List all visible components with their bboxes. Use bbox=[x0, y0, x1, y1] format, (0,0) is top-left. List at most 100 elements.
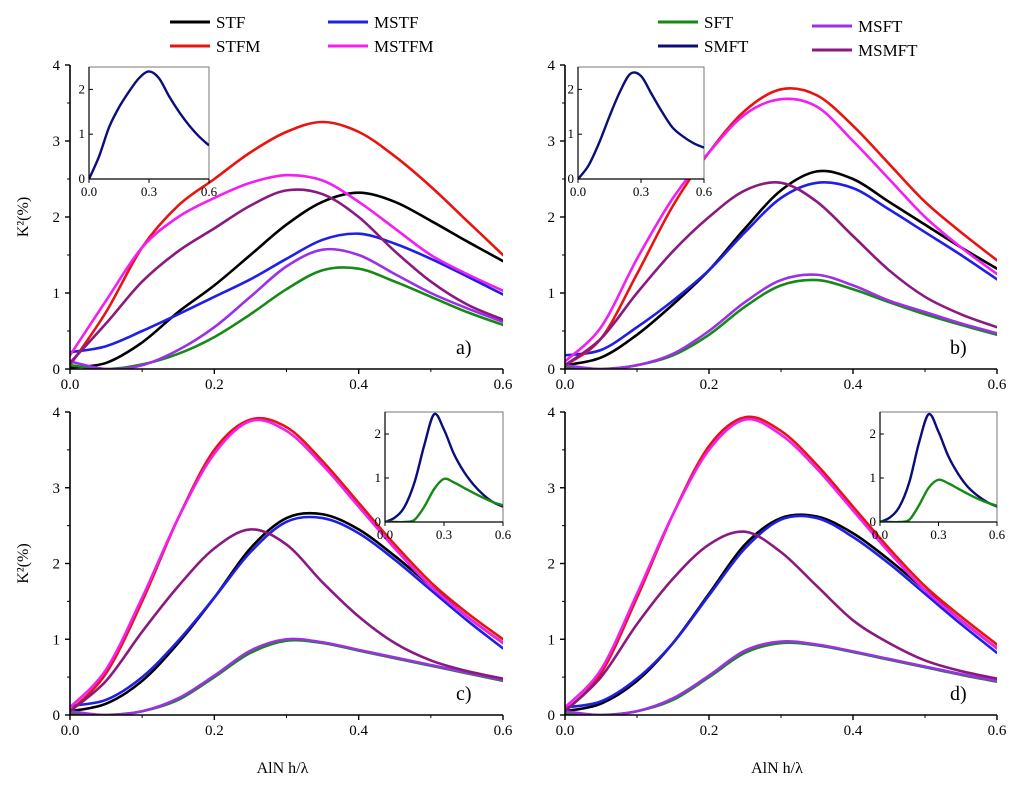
legend-label-smft: SMFT bbox=[704, 37, 749, 56]
x-tick-label: 0.6 bbox=[988, 377, 1007, 393]
series-line-sft bbox=[70, 266, 503, 369]
series-line-mstf bbox=[565, 514, 997, 709]
y-tick-label: 4 bbox=[548, 58, 556, 74]
inset-x-tick-label: 0.3 bbox=[436, 527, 452, 542]
series-line-mstf bbox=[70, 232, 503, 354]
panel-label: d) bbox=[950, 683, 967, 705]
x-tick-label: 0.4 bbox=[844, 377, 863, 393]
y-tick-label: 4 bbox=[53, 405, 61, 421]
inset-y-tick-label: 1 bbox=[870, 470, 877, 485]
x-tick-label: 0.4 bbox=[349, 377, 368, 393]
inset-chart: 0.0 0.3 0.6 0 1 2 bbox=[375, 411, 512, 542]
x-tick-label: 0.2 bbox=[700, 723, 719, 739]
inset-x-tick-label: 0.0 bbox=[377, 527, 393, 542]
inset-series-line-smft bbox=[385, 412, 503, 522]
x-tick-label: 0.0 bbox=[61, 377, 80, 393]
series-line-mstf bbox=[70, 515, 503, 708]
inset-y-tick-label: 2 bbox=[568, 81, 575, 96]
inset-y-tick-label: 2 bbox=[79, 81, 86, 96]
y-tick-label: 4 bbox=[53, 58, 61, 74]
inset-x-tick-label: 0.0 bbox=[872, 527, 888, 542]
y-tick-label: 3 bbox=[548, 134, 556, 150]
inset-x-tick-label: 0.0 bbox=[81, 184, 97, 199]
x-tick-label: 0.2 bbox=[205, 377, 224, 393]
inset-y-tick-label: 0 bbox=[568, 171, 575, 186]
series-line-mstfm bbox=[565, 417, 997, 709]
panel-label: c) bbox=[456, 683, 472, 705]
y-tick-label: 3 bbox=[548, 481, 556, 497]
series-line-mstf bbox=[565, 181, 997, 357]
x-axis-title: AlN h/λ bbox=[257, 760, 309, 777]
series-line-stf bbox=[70, 191, 503, 369]
chart-panel-d: 0.0 0.2 0.4 0.6 0 1 2 3 4 d) AlN h/λ 0.0 0.3 0.6 0 1 2 bbox=[548, 405, 1007, 777]
inset-x-tick-label: 0.0 bbox=[570, 184, 586, 199]
series-line-mstfm bbox=[70, 173, 503, 357]
x-tick-label: 0.4 bbox=[844, 723, 863, 739]
inset-y-tick-label: 0 bbox=[79, 171, 86, 186]
x-tick-label: 0.2 bbox=[700, 377, 719, 393]
inset-series-line-sft bbox=[880, 478, 997, 522]
series-line-stfm bbox=[565, 87, 997, 367]
series-line-sft bbox=[70, 638, 503, 715]
x-tick-label: 0.4 bbox=[349, 723, 368, 739]
legend-label-msft: MSFT bbox=[858, 17, 903, 36]
chart-panel-c: 0.0 0.2 0.4 0.6 0 1 2 3 4 c) K²(%) AlN h/λ 0.0 0.3 0.6… bbox=[15, 405, 513, 777]
inset-series-line-smft bbox=[578, 71, 704, 179]
series-line-sft bbox=[565, 278, 997, 369]
inset-x-tick-label: 0.6 bbox=[201, 184, 218, 199]
chart-panel-a: 0.0 0.2 0.4 0.6 0 1 2 3 4 a) K²(%) 0.0 0.3 0.6 0 1 2 bbox=[15, 58, 513, 393]
inset-y-tick-label: 0 bbox=[870, 514, 877, 529]
x-tick-label: 0.2 bbox=[205, 723, 224, 739]
y-tick-label: 2 bbox=[53, 557, 61, 573]
y-tick-label: 2 bbox=[548, 210, 556, 226]
y-tick-label: 3 bbox=[53, 134, 61, 150]
legend-right: SFT MSFT SMFT MSMFT bbox=[658, 13, 918, 60]
legend-label-msmft: MSMFT bbox=[858, 41, 918, 60]
y-tick-label: 1 bbox=[53, 286, 61, 302]
inset-chart: 0.0 0.3 0.6 0 1 2 bbox=[870, 411, 1006, 542]
inset-x-tick-label: 0.3 bbox=[633, 184, 649, 199]
y-tick-label: 0 bbox=[548, 708, 556, 724]
inset-x-tick-label: 0.6 bbox=[495, 527, 512, 542]
y-tick-label: 0 bbox=[53, 362, 61, 378]
x-tick-label: 0.6 bbox=[494, 377, 513, 393]
series-line-msmft bbox=[70, 188, 503, 365]
inset-y-tick-label: 2 bbox=[375, 426, 382, 441]
inset-x-tick-label: 0.3 bbox=[141, 184, 157, 199]
y-tick-label: 1 bbox=[53, 632, 61, 648]
panel-label: b) bbox=[950, 337, 967, 359]
y-tick-label: 0 bbox=[548, 362, 556, 378]
inset-series-line-smft bbox=[880, 412, 997, 522]
inset-frame bbox=[577, 66, 705, 180]
inset-frame bbox=[88, 66, 210, 180]
legend-label-stfm: STFM bbox=[216, 37, 260, 56]
inset-frame bbox=[879, 411, 998, 523]
inset-x-tick-label: 0.6 bbox=[989, 527, 1006, 542]
inset-y-tick-label: 2 bbox=[870, 426, 877, 441]
series-line-stfm bbox=[565, 415, 997, 713]
series-line-msft bbox=[70, 247, 503, 369]
series-line-msmft bbox=[70, 528, 503, 713]
x-tick-label: 0.0 bbox=[556, 377, 575, 393]
series-line-msmft bbox=[565, 181, 997, 367]
panel-label: a) bbox=[456, 337, 472, 359]
y-tick-label: 4 bbox=[548, 405, 556, 421]
inset-y-tick-label: 1 bbox=[79, 126, 86, 141]
series-line-msft bbox=[70, 637, 503, 715]
x-tick-label: 0.6 bbox=[494, 723, 513, 739]
x-tick-label: 0.6 bbox=[988, 723, 1007, 739]
series-line-stfm bbox=[70, 416, 503, 713]
series-line-stf bbox=[565, 169, 997, 367]
inset-chart: 0.0 0.3 0.6 0 1 2 bbox=[79, 66, 218, 199]
inset-x-tick-label: 0.6 bbox=[696, 184, 713, 199]
inset-series-line-sft bbox=[385, 477, 503, 522]
legend-label-stf: STF bbox=[216, 13, 245, 32]
inset-y-tick-label: 1 bbox=[568, 126, 575, 141]
inset-series-line-smft bbox=[89, 70, 209, 179]
inset-y-tick-label: 0 bbox=[375, 514, 382, 529]
y-tick-label: 3 bbox=[53, 481, 61, 497]
x-axis-title: AlN h/λ bbox=[751, 760, 803, 777]
inset-y-tick-label: 1 bbox=[375, 470, 382, 485]
